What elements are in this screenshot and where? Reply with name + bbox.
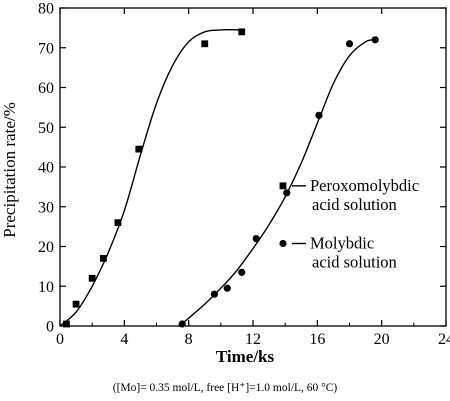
y-tick-label: 20 xyxy=(38,239,54,256)
peroxomolybdic-data-point xyxy=(100,255,107,262)
peroxomolybdic-data-point xyxy=(238,28,246,36)
molybdic-data-point xyxy=(371,36,379,44)
chart-caption: ([Mo]= 0.35 mol/L, free [H⁺]=1.0 mol/L, … xyxy=(113,382,338,394)
y-tick-label: 70 xyxy=(38,40,54,57)
molybdic-data-point xyxy=(178,320,186,328)
y-tick-label: 10 xyxy=(38,279,54,296)
x-tick-label: 0 xyxy=(56,331,64,348)
legend-molybdic-label: Molybdic xyxy=(310,233,374,252)
peroxomolybdic-data-point xyxy=(201,40,209,48)
y-tick-label: 50 xyxy=(38,120,54,137)
x-axis-ticks: 0 4 8 12 16 20 24 xyxy=(56,8,450,348)
molybdic-data-point xyxy=(345,40,354,48)
peroxomolybdic-fit-curve xyxy=(59,29,242,327)
peroxomolybdic-data-point xyxy=(88,274,96,282)
peroxomolybdic-data-point xyxy=(135,145,143,153)
molybdic-data-point xyxy=(315,111,323,119)
legend-molybdic-marker xyxy=(279,239,287,248)
x-tick-label: 8 xyxy=(185,331,193,348)
legend-molybdic-label: acid solution xyxy=(312,252,397,271)
x-axis-label: Time/ks xyxy=(216,347,275,366)
plot-area-border xyxy=(59,7,447,327)
x-tick-label: 24 xyxy=(438,331,450,348)
y-tick-label: 30 xyxy=(38,199,54,216)
data-points xyxy=(63,28,379,328)
legend-peroxomolybdic-label: Peroxomolybdic xyxy=(310,176,419,195)
molybdic-data-point xyxy=(252,234,260,243)
legend-peroxomolybdic-marker xyxy=(279,182,287,190)
peroxomolybdic-data-point xyxy=(72,300,80,308)
x-tick-label: 16 xyxy=(309,331,325,348)
peroxomolybdic-data-point xyxy=(114,219,122,227)
y-tick-label: 80 xyxy=(38,1,54,18)
molybdic-data-point xyxy=(238,268,246,276)
y-tick-label: 0 xyxy=(46,319,54,336)
legend-peroxomolybdic-label: acid solution xyxy=(312,195,397,214)
x-tick-label: 12 xyxy=(245,331,261,348)
molybdic-data-point xyxy=(223,284,231,292)
molybdic-data-point xyxy=(210,290,218,298)
molybdic-data-point xyxy=(283,189,291,197)
molybdic-fit-curve xyxy=(178,39,376,327)
y-tick-label: 60 xyxy=(38,80,54,97)
fit-curves xyxy=(59,29,376,327)
y-axis-ticks: 0 10 20 30 40 50 60 70 80 xyxy=(38,1,446,336)
plot-frame xyxy=(59,7,447,327)
y-tick-label: 40 xyxy=(38,160,54,177)
y-axis-label: Precipitation rate/% xyxy=(0,102,19,237)
x-tick-label: 20 xyxy=(374,331,390,348)
peroxomolybdic-data-point xyxy=(63,320,70,328)
x-tick-label: 4 xyxy=(120,331,128,348)
